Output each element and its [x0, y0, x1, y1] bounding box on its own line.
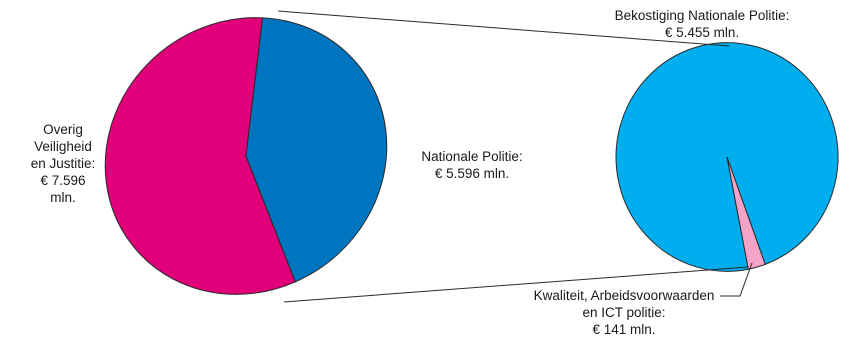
- leader-line-kwaliteit: [720, 262, 753, 297]
- label-overig-veiligheid-justitie-line-4: € 7.596: [40, 173, 85, 188]
- label-kwaliteit-arbeidsvoorwaarden-ict-line-1: Kwaliteit, Arbeidsvoorwaarden: [534, 288, 715, 303]
- main-pie-slice-1: [104, 17, 296, 295]
- label-kwaliteit-arbeidsvoorwaarden-ict-line-3: € 141 mln.: [592, 322, 655, 337]
- label-bekostiging-nationale-politie-line-1: Bekostiging Nationale Politie:: [615, 8, 790, 23]
- label-nationale-politie-line-2: € 5.596 mln.: [435, 166, 509, 181]
- main-pie: [104, 17, 388, 295]
- label-overig-veiligheid-justitie-line-5: mln.: [50, 190, 76, 205]
- main-pie-slice-2: [245, 17, 388, 283]
- connector-line-top: [277, 10, 730, 47]
- connector-line-bottom: [283, 266, 749, 303]
- label-nationale-politie-line-1: Nationale Politie:: [421, 149, 522, 164]
- label-overig-veiligheid-justitie-line-1: Overig: [43, 122, 83, 137]
- detail-pie-slice-2: [726, 156, 766, 270]
- label-overig-veiligheid-justitie-line-3: en Justitie:: [31, 156, 96, 171]
- label-overig-veiligheid-justitie-line-2: Veiligheid: [34, 139, 92, 154]
- label-bekostiging-nationale-politie-line-2: € 5.455 mln.: [665, 25, 739, 40]
- detail-pie: [615, 42, 839, 272]
- detail-pie-slice-1: [615, 42, 839, 272]
- label-kwaliteit-arbeidsvoorwaarden-ict-line-2: en ICT politie:: [582, 305, 665, 320]
